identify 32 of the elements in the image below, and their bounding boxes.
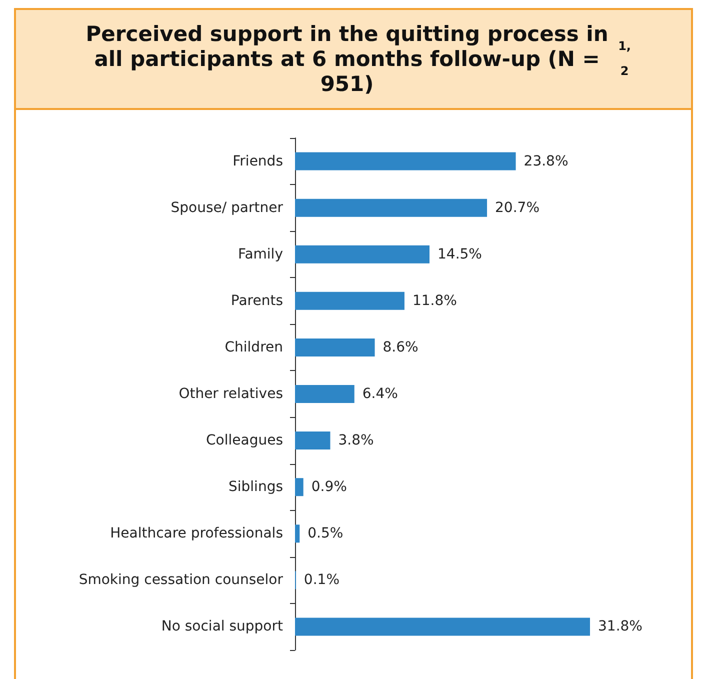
data-label: 0.9%	[311, 479, 347, 496]
bar	[295, 524, 300, 543]
data-label: 23.8%	[524, 153, 568, 170]
data-label: 20.7%	[495, 200, 540, 216]
data-label: 6.4%	[362, 386, 398, 402]
data-label: 11.8%	[412, 292, 457, 309]
data-label: 14.5%	[438, 246, 482, 262]
y-tick-label: Friends	[232, 153, 283, 170]
data-label: 3.8%	[338, 432, 374, 449]
bar	[295, 432, 330, 450]
y-tick-label: Other relatives	[178, 386, 283, 402]
data-label: 0.5%	[308, 526, 344, 542]
y-tick-label: Colleagues	[206, 432, 283, 449]
data-label: 31.8%	[598, 618, 642, 635]
bar	[295, 618, 590, 636]
bar	[295, 385, 354, 403]
y-tick-label: Siblings	[228, 479, 283, 496]
bar	[295, 152, 516, 170]
bar	[295, 245, 430, 264]
bar	[295, 338, 375, 356]
data-label: 0.1%	[304, 572, 340, 588]
y-tick-label: No social support	[161, 618, 284, 635]
y-tick-label: Family	[238, 246, 283, 262]
y-tick-label: Smoking cessation counselor	[78, 572, 284, 588]
y-tick-label: Spouse/ partner	[170, 200, 284, 216]
bar	[295, 478, 304, 496]
y-tick-label: Children	[224, 339, 283, 356]
y-tick-label: Parents	[230, 292, 283, 309]
bar	[295, 292, 404, 310]
data-label: 8.6%	[382, 339, 418, 356]
bar	[295, 198, 488, 217]
y-tick-label: Healthcare professionals	[110, 526, 283, 542]
